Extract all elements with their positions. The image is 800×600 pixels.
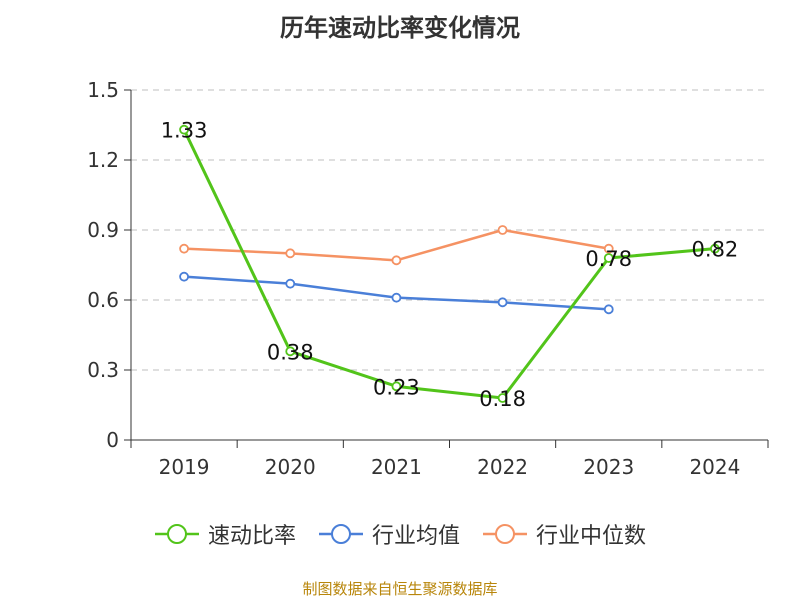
legend-item[interactable]: 速动比率 xyxy=(154,518,296,550)
data-label: 0.38 xyxy=(267,340,314,364)
legend-item[interactable]: 行业中位数 xyxy=(482,518,646,550)
data-point xyxy=(285,278,296,289)
chart-title: 历年速动比率变化情况 xyxy=(280,14,520,42)
data-label: 0.23 xyxy=(373,375,420,399)
data-point xyxy=(179,243,189,254)
legend-circle xyxy=(330,524,351,544)
legend-item[interactable]: 行业均值 xyxy=(318,518,460,550)
data-point xyxy=(497,297,508,308)
legend-marker-icon xyxy=(154,524,199,544)
data-point xyxy=(710,243,720,254)
data-label: 0.18 xyxy=(479,387,526,411)
data-label: 1.33 xyxy=(161,119,208,143)
y-tick-label: 0.6 xyxy=(87,288,119,312)
x-tick-label: 2019 xyxy=(159,455,210,479)
x-tick-label: 2021 xyxy=(371,455,422,479)
data-point xyxy=(603,253,614,263)
legend-circle xyxy=(166,524,187,544)
data-point xyxy=(391,292,402,303)
grid-lines xyxy=(131,89,768,371)
data-label: 0.82 xyxy=(692,238,739,262)
x-tick-label: 2020 xyxy=(265,455,316,479)
legend: 速动比率 行业均值 行业中位数 xyxy=(0,518,800,550)
legend-label: 行业中位数 xyxy=(536,524,647,549)
x-tick-label: 2024 xyxy=(689,455,740,479)
series-line xyxy=(182,129,716,400)
data-point xyxy=(179,124,189,135)
source-note: 制图数据来自恒生聚源数据库 xyxy=(302,580,498,598)
x-tick-label: 2023 xyxy=(583,455,634,479)
data-point xyxy=(497,393,508,403)
legend-circle xyxy=(495,524,515,544)
y-tick-label: 1.5 xyxy=(87,78,119,102)
legend-label: 速动比率 xyxy=(207,524,296,549)
legend-label: 行业均值 xyxy=(371,524,460,549)
y-tick-label: 0 xyxy=(106,428,119,452)
legend-marker-icon xyxy=(483,524,527,544)
data-point xyxy=(285,248,296,259)
data-point xyxy=(179,271,189,282)
data-point xyxy=(391,255,402,266)
axes: 0 0.3 0.6 0.9 1.2 1.5 2019 2020 2021 2022 2023 2024 xyxy=(87,78,769,479)
y-tick-label: 1.2 xyxy=(87,148,119,172)
data-point xyxy=(497,225,508,235)
data-point xyxy=(391,381,402,392)
data-point xyxy=(603,304,614,315)
data-point xyxy=(285,346,296,357)
data-label: 0.78 xyxy=(585,247,632,271)
y-tick-label: 0.9 xyxy=(87,218,119,242)
series-lines xyxy=(179,124,720,403)
data-labels: 1.33 0.38 0.23 0.18 0.78 0.82 xyxy=(161,119,739,411)
x-tick-label: 2022 xyxy=(477,455,528,479)
legend-marker-icon xyxy=(318,524,363,544)
y-tick-label: 0.3 xyxy=(87,358,119,382)
data-point xyxy=(603,243,614,254)
